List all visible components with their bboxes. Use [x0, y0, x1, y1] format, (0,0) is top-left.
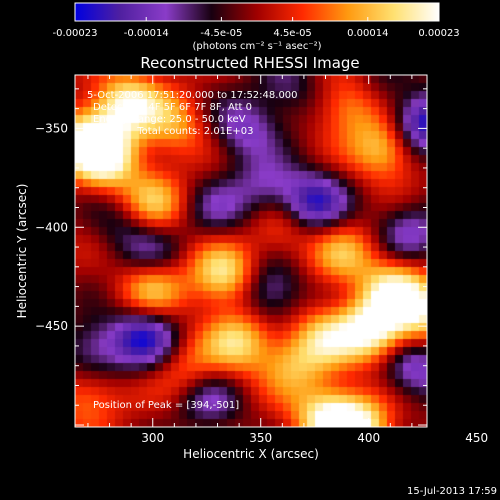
colorbar: -0.00023 -0.00014 -4.5e-05 4.5e-05 0.00014 0.… [53, 2, 460, 52]
axis-ticks: 300 350 400 450 −350 −400 −450 [35, 75, 488, 445]
colorbar-tick-label: 0.00023 [418, 28, 459, 39]
colorbar-unit: (photons cm⁻² s⁻¹ asec⁻²) [192, 41, 321, 52]
colorbar-ticks: -0.00023 -0.00014 -4.5e-05 4.5e-05 0.00014 0.… [53, 17, 460, 39]
annotation-energy-range: Energy Range: 25.0 - 50.0 keV [93, 114, 246, 125]
y-axis-label: Heliocentric Y (arcsec) [15, 184, 29, 319]
annotation-clean-counts: Clean Total counts: 2.01E+03 [93, 126, 253, 137]
annotation-time-range: 5-Oct-2006 17:51:20.000 to 17:52:48.000 [87, 90, 298, 101]
plot-area: 300 350 400 450 −350 −400 −450 [35, 74, 488, 445]
y-tick-label: −350 [35, 121, 68, 135]
colorbar-tick-label: -0.00023 [53, 28, 98, 39]
colorbar-tick-label: -0.00014 [124, 28, 169, 39]
colorbar-tick-label: 0.00014 [347, 28, 388, 39]
x-tick-label: 300 [141, 431, 164, 445]
y-tick-label: −450 [35, 319, 68, 333]
y-tick-label: −400 [35, 220, 68, 234]
colorbar-tick-label: -4.5e-05 [200, 28, 242, 39]
peak-position-label: Position of Peak = [394,-501] [93, 400, 239, 411]
x-tick-label: 400 [357, 431, 380, 445]
annotation-block: 5-Oct-2006 17:51:20.000 to 17:52:48.000 … [87, 90, 298, 137]
x-tick-label: 350 [249, 431, 272, 445]
annotation-detectors: Detectors: 4F 5F 6F 7F 8F, Att 0 [93, 102, 252, 113]
heatmap-image [75, 75, 427, 427]
chart-title: Reconstructed RHESSI Image [140, 54, 359, 72]
footer-timestamp: 15-Jul-2013 17:59 [407, 486, 497, 497]
colorbar-gradient [74, 2, 440, 22]
x-tick-label: 450 [465, 431, 488, 445]
x-axis-label: Heliocentric X (arcsec) [183, 447, 319, 461]
plot-frame [74, 74, 428, 428]
colorbar-tick-label: 4.5e-05 [273, 28, 311, 39]
